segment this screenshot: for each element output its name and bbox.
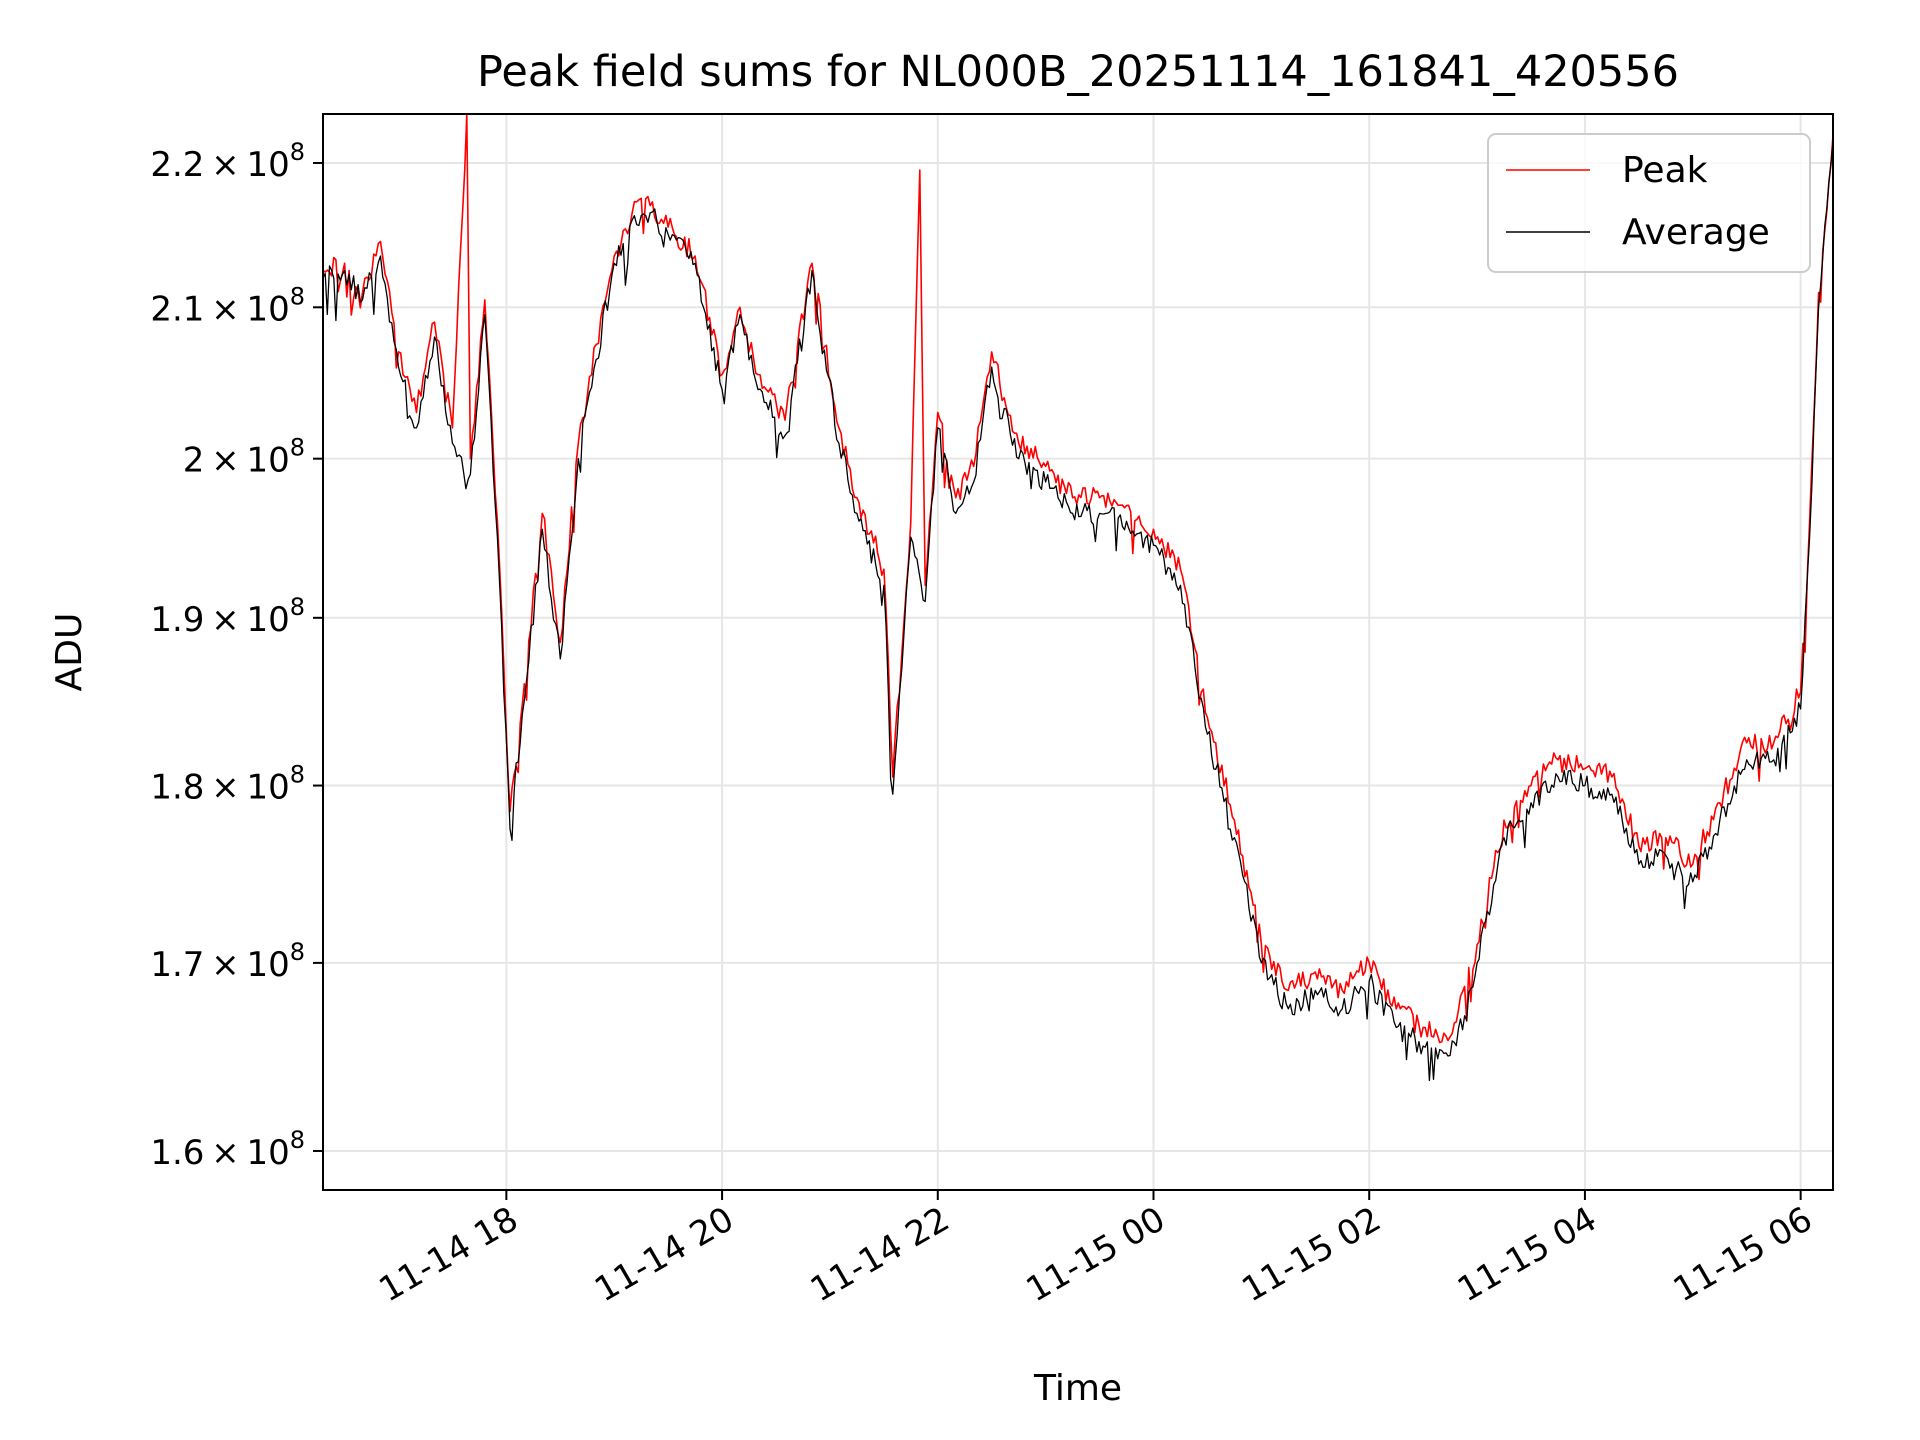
x-axis-label: Time	[1033, 1368, 1122, 1409]
y-tick-label: 1.8 × 108	[150, 761, 305, 808]
legend-label-peak: Peak	[1622, 150, 1708, 191]
y-axis-label: ADU	[49, 613, 90, 692]
legend: Peak Average	[1487, 133, 1811, 273]
y-tick-label: 2.2 × 108	[150, 138, 305, 185]
y-tick-label: 2 × 108	[183, 434, 305, 481]
y-tick-label: 1.9 × 108	[150, 593, 305, 640]
y-tick-label: 2.1 × 108	[150, 282, 305, 329]
series-layer	[322, 113, 1834, 1082]
y-tick-label: 1.6 × 108	[150, 1126, 305, 1173]
chart-title: Peak field sums for NL000B_20251114_1618…	[477, 47, 1679, 97]
grid	[323, 114, 1833, 1190]
series-average-line	[322, 141, 1834, 1082]
legend-box	[1487, 133, 1811, 273]
y-axis: 1.6 × 108 1.7 × 108 1.8 × 108 1.9 × 108 2 × …	[150, 138, 323, 1173]
plot-frame	[322, 113, 1834, 1191]
series-peak-line	[322, 113, 1834, 1044]
y-tick-label: 1.7 × 108	[150, 938, 305, 985]
legend-label-average: Average	[1622, 212, 1770, 253]
